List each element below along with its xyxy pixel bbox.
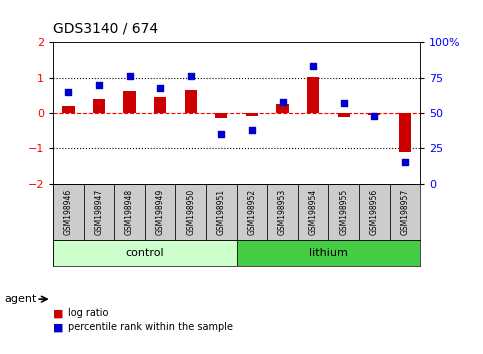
Text: GSM198946: GSM198946: [64, 189, 73, 235]
Point: [65, 89, 72, 95]
Bar: [359, 184, 390, 240]
Bar: [246, 113, 258, 115]
Bar: [93, 99, 105, 113]
Bar: [368, 113, 381, 115]
Bar: [237, 184, 267, 240]
Bar: [124, 91, 136, 113]
Point: [370, 113, 378, 119]
Bar: [338, 113, 350, 116]
Text: lithium: lithium: [309, 248, 348, 258]
Bar: [298, 184, 328, 240]
Point: [126, 74, 133, 79]
Text: log ratio: log ratio: [68, 308, 108, 318]
Text: agent: agent: [5, 294, 37, 304]
Bar: [267, 184, 298, 240]
Bar: [215, 113, 227, 118]
Bar: [53, 184, 84, 240]
Point: [156, 85, 164, 91]
Bar: [145, 184, 175, 240]
Text: ■: ■: [53, 322, 64, 332]
Text: percentile rank within the sample: percentile rank within the sample: [68, 322, 233, 332]
Bar: [175, 184, 206, 240]
Bar: [154, 97, 166, 113]
Point: [95, 82, 103, 88]
Text: GSM198953: GSM198953: [278, 189, 287, 235]
Text: GDS3140 / 674: GDS3140 / 674: [53, 21, 158, 35]
Point: [217, 131, 225, 137]
Bar: [185, 90, 197, 113]
Text: GSM198956: GSM198956: [370, 189, 379, 235]
Bar: [390, 184, 420, 240]
Text: GSM198951: GSM198951: [217, 189, 226, 235]
Bar: [307, 77, 319, 113]
Bar: [84, 184, 114, 240]
Point: [309, 64, 317, 69]
Text: GSM198947: GSM198947: [95, 189, 103, 235]
Bar: [399, 113, 411, 152]
Text: GSM198950: GSM198950: [186, 189, 195, 235]
Text: GSM198957: GSM198957: [400, 189, 410, 235]
Bar: [206, 184, 237, 240]
Bar: [237, 240, 420, 266]
Point: [187, 74, 195, 79]
Point: [248, 127, 256, 133]
Text: GSM198948: GSM198948: [125, 189, 134, 235]
Bar: [114, 184, 145, 240]
Point: [340, 100, 348, 106]
Text: GSM198949: GSM198949: [156, 189, 165, 235]
Text: GSM198955: GSM198955: [339, 189, 348, 235]
Bar: [53, 240, 237, 266]
Text: ■: ■: [53, 308, 64, 318]
Bar: [276, 104, 289, 113]
Text: GSM198952: GSM198952: [247, 189, 256, 235]
Bar: [328, 184, 359, 240]
Text: control: control: [126, 248, 164, 258]
Text: GSM198954: GSM198954: [309, 189, 318, 235]
Point: [401, 160, 409, 165]
Point: [279, 99, 286, 104]
Bar: [62, 106, 74, 113]
